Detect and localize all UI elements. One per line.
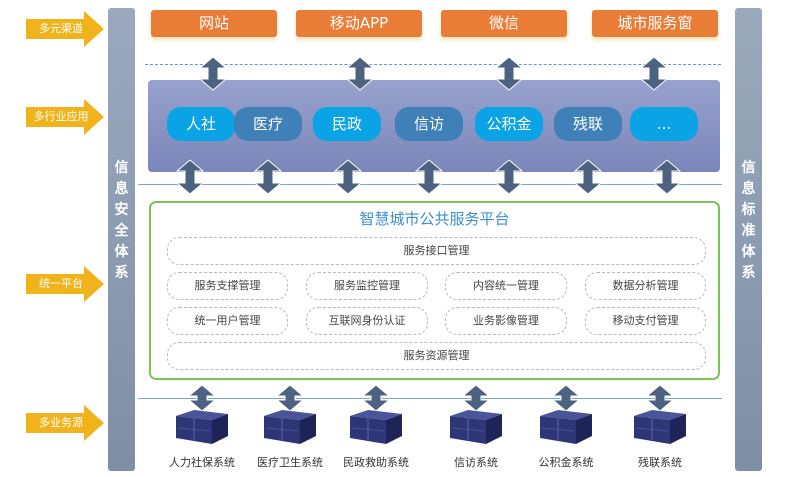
bidirectional-arrow-icon xyxy=(495,159,523,195)
label-text: 多业务源 xyxy=(39,416,83,429)
system-label: 医疗卫生系统 xyxy=(257,456,323,469)
bidirectional-arrow-icon xyxy=(362,384,390,412)
app-pill: 民政 xyxy=(313,107,381,141)
bidirectional-arrow-icon xyxy=(276,384,304,412)
bidirectional-arrow-icon xyxy=(462,384,490,412)
standard-system-label: 信息标准体系 xyxy=(741,160,756,281)
system-label: 信访系统 xyxy=(454,456,498,469)
divider-line xyxy=(138,398,722,399)
server-icon xyxy=(264,410,316,444)
app-pill: 人社 xyxy=(167,107,235,141)
bidirectional-arrow-icon xyxy=(334,159,362,195)
module: 内容统一管理 xyxy=(445,272,567,300)
server-icon xyxy=(350,410,402,444)
security-system-label: 信息安全体系 xyxy=(114,160,129,281)
server-icon xyxy=(634,410,686,444)
server-icon xyxy=(540,410,592,444)
app-pill: 医疗 xyxy=(234,107,302,141)
bidirectional-arrow-icon xyxy=(176,159,204,195)
bidirectional-arrow-icon xyxy=(646,384,674,412)
bidirectional-arrow-icon xyxy=(653,159,681,195)
label-arrow-channels: 多元渠道 xyxy=(26,11,106,47)
channel-service-window: 城市服务窗 xyxy=(592,10,718,37)
label-text: 统一平台 xyxy=(39,277,83,290)
platform-panel xyxy=(149,201,720,380)
module: 业务影像管理 xyxy=(445,307,567,335)
server-icon xyxy=(176,410,228,444)
module: 服务支撑管理 xyxy=(167,272,288,300)
app-pill: 公积金 xyxy=(475,107,543,141)
label-text: 多元渠道 xyxy=(39,22,83,35)
bidirectional-arrow-icon xyxy=(640,56,668,91)
bidirectional-arrow-icon xyxy=(415,159,443,195)
standard-system-bar: 信息标准体系 xyxy=(735,8,762,471)
bidirectional-arrow-icon xyxy=(574,159,602,195)
channel-wechat: 微信 xyxy=(441,10,567,37)
label-arrow-platform: 统一平台 xyxy=(26,266,106,302)
app-pill: 残联 xyxy=(554,107,622,141)
module: 统一用户管理 xyxy=(167,307,288,335)
module: 数据分析管理 xyxy=(585,272,706,300)
channel-mobile-app: 移动APP xyxy=(296,10,422,37)
bidirectional-arrow-icon xyxy=(199,56,227,91)
bidirectional-arrow-icon xyxy=(254,159,282,195)
module: 服务监控管理 xyxy=(306,272,428,300)
system-label: 人力社保系统 xyxy=(169,456,235,469)
system-label: 公积金系统 xyxy=(538,456,594,469)
module: 互联网身份认证 xyxy=(306,307,428,335)
label-text: 多行业应用 xyxy=(33,110,89,123)
bidirectional-arrow-icon xyxy=(552,384,580,412)
dashed-divider xyxy=(145,64,721,65)
bidirectional-arrow-icon xyxy=(495,56,523,91)
bidirectional-arrow-icon xyxy=(188,384,216,412)
bidirectional-arrow-icon xyxy=(346,56,374,91)
module: 移动支付管理 xyxy=(585,307,706,335)
system-label: 民政救助系统 xyxy=(343,456,409,469)
server-icon xyxy=(450,410,502,444)
service-interface-management: 服务接口管理 xyxy=(167,237,706,265)
label-arrow-applications: 多行业应用 xyxy=(26,99,106,135)
service-resource-management: 服务资源管理 xyxy=(167,342,706,370)
channel-website: 网站 xyxy=(151,10,277,37)
system-label: 残联系统 xyxy=(638,456,682,469)
security-system-bar: 信息安全体系 xyxy=(108,8,135,471)
platform-title: 智慧城市公共服务平台 xyxy=(359,210,510,228)
app-pill: 信访 xyxy=(395,107,463,141)
app-pill: ... xyxy=(630,107,698,141)
label-arrow-sources: 多业务源 xyxy=(26,405,106,441)
